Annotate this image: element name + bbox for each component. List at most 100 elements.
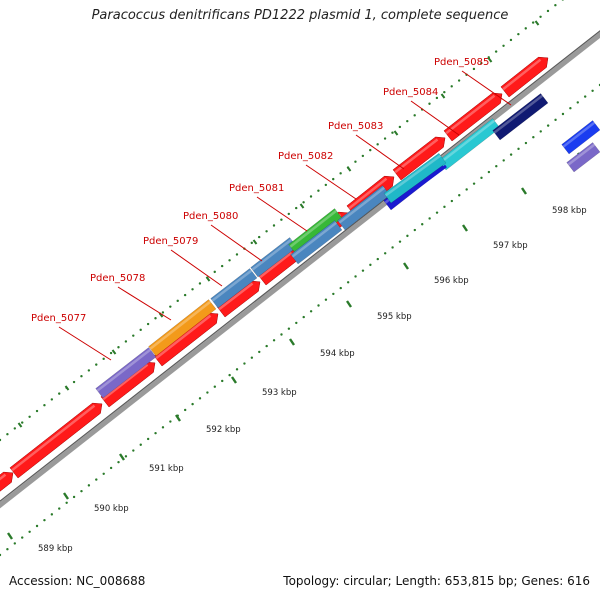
inner-tick-track-dot xyxy=(206,391,209,394)
outer-tick-track-dot xyxy=(354,160,357,163)
inner-tick-track-dot xyxy=(213,385,217,388)
outer-tick-track-dot xyxy=(161,311,165,314)
accession-text: Accession: NC_008688 xyxy=(9,574,146,588)
gene-block-pden-5082-highlight xyxy=(338,186,386,224)
outer-tick-track-dot xyxy=(43,404,46,407)
outer-tick-track-dot xyxy=(183,293,187,297)
scale-label: 589 kbp xyxy=(38,544,73,554)
outer-tick-track-dot xyxy=(117,346,120,349)
forward-cds-arrow xyxy=(9,402,103,479)
forward-cds-arrow xyxy=(0,471,14,492)
inner-tick-track-dot xyxy=(532,136,535,139)
inner-tick-track-dot xyxy=(517,147,520,151)
inner-tick-track-dot xyxy=(361,269,365,272)
scale-label: 596 kbp xyxy=(434,276,469,286)
outer-tick-track-dot xyxy=(102,357,105,361)
outer-tick-track-dot xyxy=(176,299,179,303)
outer-tick-track-dot xyxy=(6,433,9,436)
gene-block-pden-5077 xyxy=(95,347,157,399)
gene-block-pden-5081-highlight xyxy=(289,209,338,248)
outer-major-tick xyxy=(205,276,211,282)
outer-tick-track-dot xyxy=(369,148,372,152)
inner-tick-track-dot xyxy=(169,420,172,423)
outer-major-tick xyxy=(299,203,305,209)
outer-major-tick xyxy=(393,130,399,136)
topology-text: Topology: circular; Length: 653,815 bp; … xyxy=(283,574,590,588)
inner-tick-track-dot xyxy=(495,165,498,168)
inner-tick-track-dot xyxy=(561,112,565,116)
inner-tick-track-dot xyxy=(235,368,239,371)
inner-tick-track-dot xyxy=(369,263,372,267)
outer-tick-track-dot xyxy=(28,415,31,419)
outer-tick-track-dot xyxy=(398,125,402,129)
outer-major-tick xyxy=(487,57,493,63)
outer-tick-track-dot xyxy=(109,351,113,355)
outer-tick-track-dot xyxy=(257,235,261,239)
outer-tick-track-dot xyxy=(480,61,483,65)
gene-label-pden-5082: Pden_5082 xyxy=(278,151,333,162)
gene-block-pden-5080-body xyxy=(250,237,298,278)
outer-tick-track-dot xyxy=(413,114,416,117)
inner-tick-track-dot xyxy=(554,118,557,122)
outer-tick-track-dot xyxy=(220,264,224,268)
inner-tick-track-dot xyxy=(95,478,98,481)
scale-major-tick xyxy=(119,453,125,461)
inner-tick-track-dot xyxy=(139,443,142,446)
outer-tick-track-dot xyxy=(302,201,305,204)
outer-tick-track-dot xyxy=(383,137,387,140)
leader-line-pden-5082 xyxy=(305,164,357,200)
outer-tick-track-dot xyxy=(124,340,128,343)
gene-label-pden-5083: Pden_5083 xyxy=(328,121,383,132)
gene-block-pden-5081-lower-body xyxy=(290,220,343,265)
outer-tick-track-dot xyxy=(139,328,142,332)
gene-block-pden-5078 xyxy=(148,299,217,357)
gene-block-pden-5079-body xyxy=(210,268,258,309)
gene-block-pden-5080-highlight xyxy=(251,238,293,271)
forward-cds-arrow xyxy=(216,280,261,318)
outer-tick-track-dot xyxy=(58,392,61,395)
inner-tick-track-dot xyxy=(383,252,387,255)
inner-tick-track-dot xyxy=(465,188,468,191)
gene-block-right-purple-highlight xyxy=(567,143,596,166)
inner-tick-track-dot xyxy=(272,339,276,342)
map-title: Paracoccus denitrificans PD1222 plasmid … xyxy=(91,8,509,23)
inner-tick-track-dot xyxy=(80,489,83,493)
leader-line-pden-5085 xyxy=(461,70,512,106)
forward-cds-arrow-highlight xyxy=(0,473,7,481)
inner-tick-track-dot xyxy=(339,286,342,290)
outer-tick-track-dot xyxy=(332,177,335,181)
outer-tick-track-dot xyxy=(554,3,557,7)
forward-cds-arrow-highlight xyxy=(259,251,293,279)
gene-block-pden-5083-stripe xyxy=(391,164,447,208)
outer-tick-track-dot xyxy=(361,154,365,158)
gene-block-pden-5085-highlight xyxy=(493,94,544,134)
gene-block-pden-5084-highlight xyxy=(439,119,496,164)
gene-block-pden-5082 xyxy=(337,185,391,231)
outer-tick-track-dot xyxy=(450,85,453,88)
inner-tick-track-dot xyxy=(487,170,491,174)
inner-tick-track-dot xyxy=(154,431,157,435)
forward-cds-arrow-body xyxy=(392,136,446,181)
outer-tick-track-dot xyxy=(35,409,39,413)
scale-major-tick xyxy=(462,224,468,232)
inner-tick-track-dot xyxy=(509,153,513,156)
inner-tick-track-dot xyxy=(317,304,320,307)
outer-tick-track-dot xyxy=(95,363,98,366)
outer-tick-track-dot xyxy=(317,189,320,192)
inner-tick-track-dot xyxy=(87,484,91,487)
outer-tick-track-dot xyxy=(191,288,194,291)
inner-tick-track-dot xyxy=(346,281,350,284)
leader-line-pden-5080 xyxy=(210,224,263,262)
inner-tick-track-dot xyxy=(250,356,254,359)
gene-block-right-purple xyxy=(566,142,600,173)
outer-tick-track-dot xyxy=(228,259,231,262)
inner-tick-track-dot xyxy=(280,333,283,336)
gene-label-pden-5081: Pden_5081 xyxy=(229,183,284,194)
inner-tick-track-dot xyxy=(428,217,431,220)
outer-tick-track-dot xyxy=(494,50,498,53)
forward-cds-arrow xyxy=(500,56,549,98)
outer-tick-track-dot xyxy=(324,183,328,187)
inner-tick-track-dot xyxy=(376,257,379,261)
gene-label-pden-5084: Pden_5084 xyxy=(383,87,438,98)
scale-label: 592 kbp xyxy=(206,425,241,435)
